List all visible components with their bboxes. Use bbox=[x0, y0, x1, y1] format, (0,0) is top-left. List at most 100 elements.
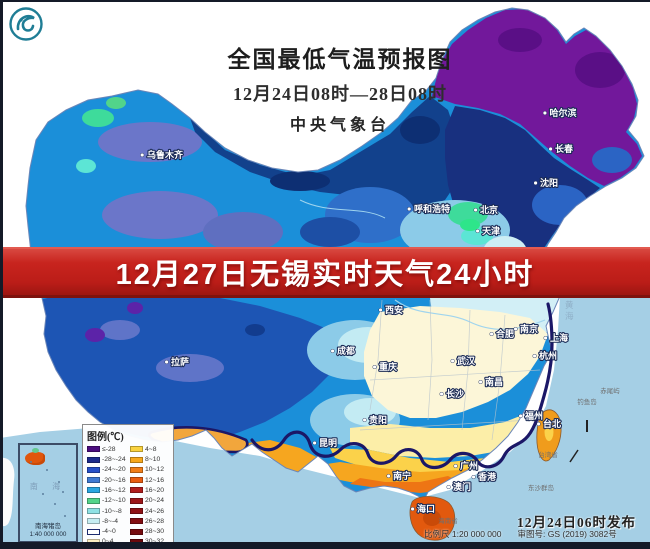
city-label: 长春 bbox=[555, 143, 574, 154]
screenshot-edge-bottom bbox=[0, 542, 650, 549]
inset-sea-label: 南 海 bbox=[29, 482, 67, 491]
map-title: 全国最低气温预报图 bbox=[227, 47, 453, 72]
legend-swatch bbox=[130, 487, 143, 494]
city-label: 天津 bbox=[482, 225, 500, 236]
legend-row: 12~16 bbox=[130, 476, 170, 485]
legend-swatch bbox=[87, 446, 100, 453]
city-dot bbox=[471, 474, 476, 479]
city-dot bbox=[548, 146, 553, 151]
city-label: 乌鲁木齐 bbox=[147, 149, 184, 160]
region-label: 台湾省 bbox=[538, 450, 558, 459]
city-label: 福州 bbox=[524, 410, 543, 421]
legend-row: -20~-16 bbox=[87, 476, 127, 485]
legend-row: 24~26 bbox=[130, 507, 170, 516]
city-dot bbox=[410, 506, 415, 511]
city-label: 南京 bbox=[520, 323, 538, 334]
legend-range-label: 12~16 bbox=[145, 476, 165, 484]
inset-hainan-island bbox=[25, 452, 45, 465]
region-label: 钓鱼岛 bbox=[577, 397, 597, 406]
city-dot bbox=[439, 391, 444, 396]
city-label: 南昌 bbox=[485, 376, 503, 387]
city-label: 海口 bbox=[417, 503, 435, 514]
screenshot-edge-left bbox=[0, 0, 3, 549]
legend-row: 10~12 bbox=[130, 466, 170, 475]
city-label: 沈阳 bbox=[540, 177, 558, 188]
legend-swatch bbox=[130, 456, 143, 463]
city-label: 南宁 bbox=[393, 470, 411, 481]
city-label: 广州 bbox=[460, 460, 478, 471]
inset-leizhou-tip bbox=[32, 448, 39, 453]
legend-row: -16~-12 bbox=[87, 486, 127, 495]
city-dot bbox=[478, 379, 483, 384]
map-approval: 审图号: GS (2019) 3082号 bbox=[517, 529, 617, 539]
city-dot bbox=[543, 335, 548, 340]
legend-row: 20~24 bbox=[130, 496, 170, 505]
legend-range-label: 26~28 bbox=[145, 517, 165, 525]
map-agency: 中央气象台 bbox=[289, 117, 390, 134]
legend-range-label: 0~4 bbox=[102, 538, 114, 545]
sea-label: 黄海 bbox=[565, 300, 574, 321]
legend-row: 16~20 bbox=[130, 486, 170, 495]
map-title-block: 全国最低气温预报图 12月24日08时—28日08时 中央气象台 bbox=[150, 40, 530, 135]
region-label: 赤尾屿 bbox=[600, 386, 620, 395]
city-dot bbox=[407, 206, 412, 211]
legend-range-label: -12~-10 bbox=[102, 497, 126, 505]
legend-row: -28~-24 bbox=[87, 455, 127, 464]
legend-swatch bbox=[130, 466, 143, 473]
region-label: 海南省 bbox=[438, 516, 458, 525]
city-dot bbox=[140, 152, 145, 157]
legend-title: 图例(℃) bbox=[87, 432, 124, 443]
city-label: 上海 bbox=[550, 332, 568, 343]
legend-row: 4~8 bbox=[130, 445, 170, 454]
legend-range-label: ≤-28 bbox=[102, 445, 116, 453]
city-dot bbox=[378, 307, 383, 312]
legend-range-label: 10~12 bbox=[145, 466, 165, 474]
legend-row: 28~30 bbox=[130, 527, 170, 536]
city-dot bbox=[312, 440, 317, 445]
legend-row: -4~0 bbox=[87, 527, 127, 536]
headline-banner: 12月27日无锡实时天气24小时 bbox=[0, 247, 650, 298]
city-dot bbox=[446, 484, 451, 489]
city-dot bbox=[533, 180, 538, 185]
legend-column-right: 4~8 8~10 10~12 12~16 16~20 20~24 24~26 26~28 28~… bbox=[130, 445, 170, 546]
city-label: 成都 bbox=[337, 345, 355, 356]
city-dot bbox=[450, 358, 455, 363]
legend-swatch bbox=[130, 446, 143, 453]
legend-swatch bbox=[130, 477, 143, 484]
legend-row: -8~-4 bbox=[87, 517, 127, 526]
south-china-sea-inset: 南 海 南海诸岛 1:40 000 000 bbox=[18, 443, 78, 543]
legend-range-label: -8~-4 bbox=[102, 517, 119, 525]
legend-range-label: -24~-20 bbox=[102, 466, 126, 474]
city-label: 重庆 bbox=[379, 361, 397, 372]
legend-range-label: -28~-24 bbox=[102, 456, 126, 464]
legend-range-label: -16~-12 bbox=[102, 486, 126, 494]
map-scale: 比例尺 1:20 000 000 bbox=[424, 529, 502, 539]
legend-swatch bbox=[87, 497, 100, 504]
legend-swatch bbox=[87, 528, 100, 535]
legend-range-label: 20~24 bbox=[145, 497, 165, 505]
legend-range-label: 4~8 bbox=[145, 445, 157, 453]
city-label: 拉萨 bbox=[171, 356, 189, 367]
city-label: 呼和浩特 bbox=[414, 203, 450, 214]
legend-swatch bbox=[87, 508, 100, 515]
region-label: 东沙群岛 bbox=[528, 483, 554, 492]
legend-range-label: 8~10 bbox=[145, 456, 161, 464]
legend-range-label: -20~-16 bbox=[102, 476, 126, 484]
legend-swatch bbox=[130, 497, 143, 504]
legend-swatch bbox=[130, 508, 143, 515]
legend-row: 8~10 bbox=[130, 455, 170, 464]
city-dot bbox=[362, 417, 367, 422]
city-label: 北京 bbox=[480, 204, 498, 215]
map-period: 12月24日08时—28日08时 bbox=[233, 84, 447, 104]
city-label: 昆明 bbox=[319, 438, 337, 448]
legend-swatch bbox=[130, 518, 143, 525]
city-dot bbox=[489, 331, 494, 336]
city-dot bbox=[453, 463, 458, 468]
city-dot bbox=[164, 359, 169, 364]
city-label: 长沙 bbox=[446, 388, 464, 399]
city-dot bbox=[518, 413, 523, 418]
temperature-legend: 图例(℃) ≤-28 -28~-24 -24~-20 -20~-16 -16~-12 -1… bbox=[82, 424, 174, 545]
legend-swatch bbox=[87, 477, 100, 484]
